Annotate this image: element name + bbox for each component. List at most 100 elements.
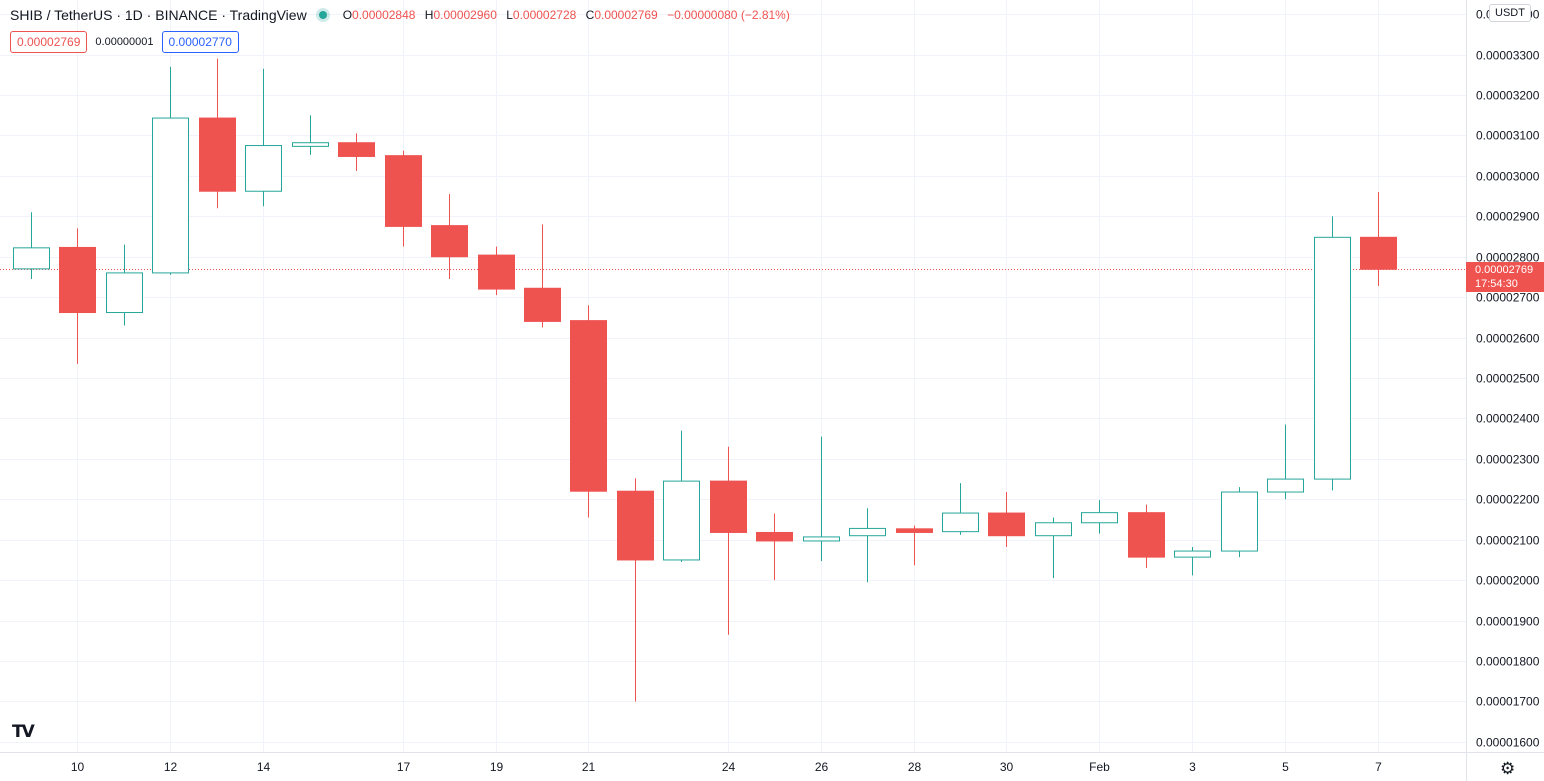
bar-countdown: 17:54:30 [1475,277,1518,290]
candle-down [1360,192,1397,286]
candle-body [803,536,840,542]
gear-icon[interactable]: ⚙ [1500,759,1516,778]
candle-down [988,492,1025,548]
candle-up [849,508,886,583]
x-tick-label: Feb [1089,760,1110,774]
ohlc-values: O0.00002848 H0.00002960 L0.00002728 C0.0… [343,8,790,22]
candle-up [245,68,282,207]
x-tick-label: 30 [1000,760,1014,774]
candle-up [1267,424,1304,500]
candle-down [896,525,933,566]
candle-up [1221,487,1258,558]
y-tick-label: 0.00001800 [1476,655,1540,669]
candle-up [292,115,329,155]
x-tick-label: 14 [257,760,271,774]
candle-body [13,247,50,270]
candle-down [524,224,561,328]
candle-up [803,436,840,562]
currency-button[interactable]: USDT [1489,4,1531,22]
candle-body [524,287,561,322]
candle-up [1174,547,1211,576]
candle-body [570,320,607,492]
candle-down [570,305,607,518]
spread-value: 0.00000001 [95,36,154,48]
x-tick-label: 12 [164,760,178,774]
candle-down [478,246,515,296]
high-value: 0.00002960 [433,8,497,22]
y-tick-label: 0.00002200 [1476,493,1540,507]
candle-body [896,528,933,533]
candle-body [1174,550,1211,558]
candle-body [152,117,189,274]
candle-body [478,254,515,290]
x-tick-label: 28 [908,760,922,774]
candle-body [710,480,747,533]
candle-body [338,142,375,157]
open-label: O [342,8,353,22]
y-tick-label: 0.00001600 [1476,736,1540,750]
sell-button[interactable]: 0.00002769 [10,31,88,53]
y-tick-label: 0.00002400 [1476,412,1540,426]
last-price-tag: 0.00002769 17:54:30 [1466,261,1544,292]
candle-body [849,527,886,537]
candle-down [338,133,375,172]
candle-down [756,513,793,581]
candles-layer [13,58,1397,702]
y-tick-label: 0.00003100 [1476,129,1540,143]
buy-button[interactable]: 0.00002770 [161,31,239,53]
y-tick-label: 0.00002300 [1476,453,1540,467]
low-value: 0.00002728 [512,8,577,22]
x-tick-label: 10 [71,760,85,774]
candle-up [1314,216,1351,491]
high-label: H [424,8,434,22]
candle-body [756,531,793,542]
x-tick-label: 26 [815,760,829,774]
candle-body [1360,236,1397,270]
candle-down [385,150,422,247]
symbol-title[interactable]: SHIB / TetherUS · 1D · BINANCE · Trading… [10,7,307,23]
candle-body [106,272,143,314]
last-price-value: 0.00002769 [1475,263,1534,276]
candle-up [1081,500,1118,534]
candle-down [710,446,747,635]
candle-down [199,58,236,209]
candle-body [59,246,96,314]
y-tick-label: 0.00003300 [1476,49,1540,63]
y-tick-label: 0.00002800 [1476,251,1540,265]
candle-down [431,194,468,279]
symbol-legend: SHIB / TetherUS · 1D · BINANCE · Trading… [10,6,790,24]
x-tick-label: 7 [1375,760,1382,774]
x-tick-label: 19 [490,760,504,774]
y-tick-label: 0.00001900 [1476,615,1540,629]
candle-body [1221,491,1258,552]
y-tick-label: 0.00002500 [1476,372,1540,386]
candle-down [617,478,654,702]
candle-body [385,155,422,227]
candle-body [663,480,700,561]
x-tick-label: 24 [722,760,736,774]
y-tick-label: 0.00002700 [1476,291,1540,305]
y-tick-label: 0.00003200 [1476,89,1540,103]
x-tick-label: 5 [1282,760,1289,774]
candle-body [199,117,236,192]
candle-body [617,490,654,561]
chart-grid [0,0,1466,752]
low-label: L [506,8,513,22]
candle-down [1128,504,1165,569]
candle-body [1314,236,1351,480]
y-tick-label: 0.00001700 [1476,695,1540,709]
candle-body [942,512,979,533]
candle-up [942,483,979,535]
candle-up [663,430,700,562]
candle-body [1081,512,1118,524]
x-tick-label: 21 [582,760,596,774]
candle-down [59,228,96,364]
tradingview-logo-icon[interactable]: TV [12,722,35,742]
close-value: 0.00002769 [594,8,658,22]
y-axis-labels: 0.000034000.000033000.000032000.00003100… [1476,8,1540,750]
open-value: 0.00002848 [352,8,416,22]
candle-body [988,512,1025,537]
candle-up [106,244,143,326]
